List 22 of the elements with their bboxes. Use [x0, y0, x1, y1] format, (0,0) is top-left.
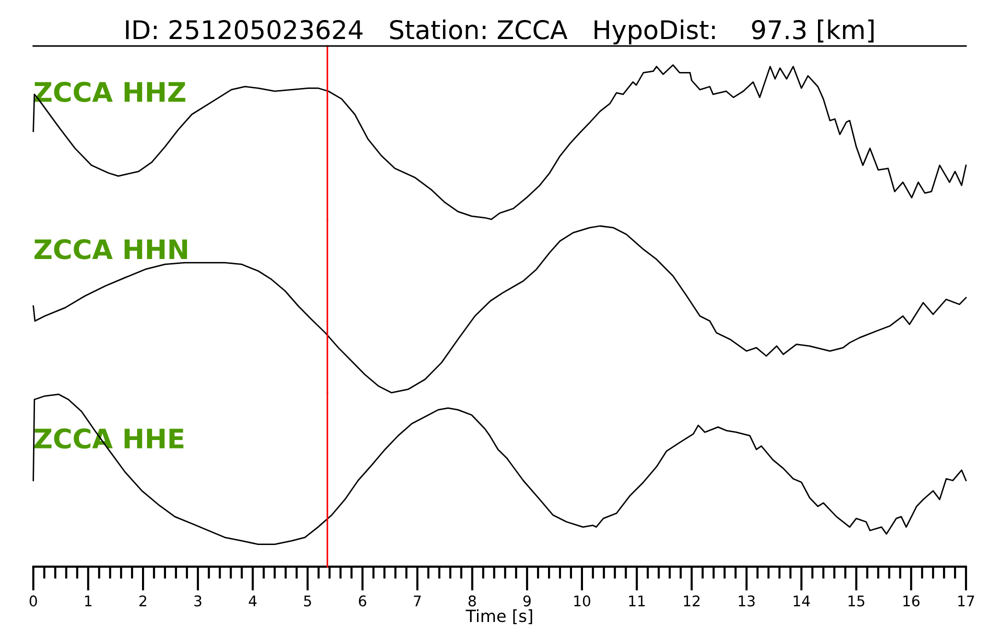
x-tick-label: 3 [194, 595, 202, 606]
x-tick-label: 7 [414, 596, 421, 606]
series-label: ZCCA HHN [34, 239, 187, 260]
x-tick-label: 5 [304, 596, 311, 606]
x-tick-label: 6 [358, 595, 366, 606]
x-tick-label: 15 [848, 596, 864, 606]
x-tick-label: 14 [794, 596, 810, 606]
x-tick-label: 11 [629, 596, 645, 606]
series-label: ZCCA HHZ [34, 82, 186, 102]
x-tick-label: 4 [248, 596, 257, 606]
x-tick-label: 10 [574, 595, 590, 606]
x-tick-label: 0 [30, 595, 37, 606]
x-tick-label: 2 [139, 595, 146, 606]
x-tick-label: 1 [85, 596, 92, 606]
x-axis-title: Time [s] [466, 609, 532, 624]
x-tick-label: 17 [958, 596, 974, 606]
x-tick-label: 12 [684, 595, 700, 606]
x-tick-label: 13 [738, 595, 755, 606]
x-tick-label: 8 [468, 595, 476, 606]
x-tick-label: 16 [903, 595, 920, 606]
x-tick-label: 9 [523, 595, 531, 606]
chart-title: ID: 251205023624 Station: ZCCA HypoDist: 97.3 [km] [126, 20, 874, 44]
